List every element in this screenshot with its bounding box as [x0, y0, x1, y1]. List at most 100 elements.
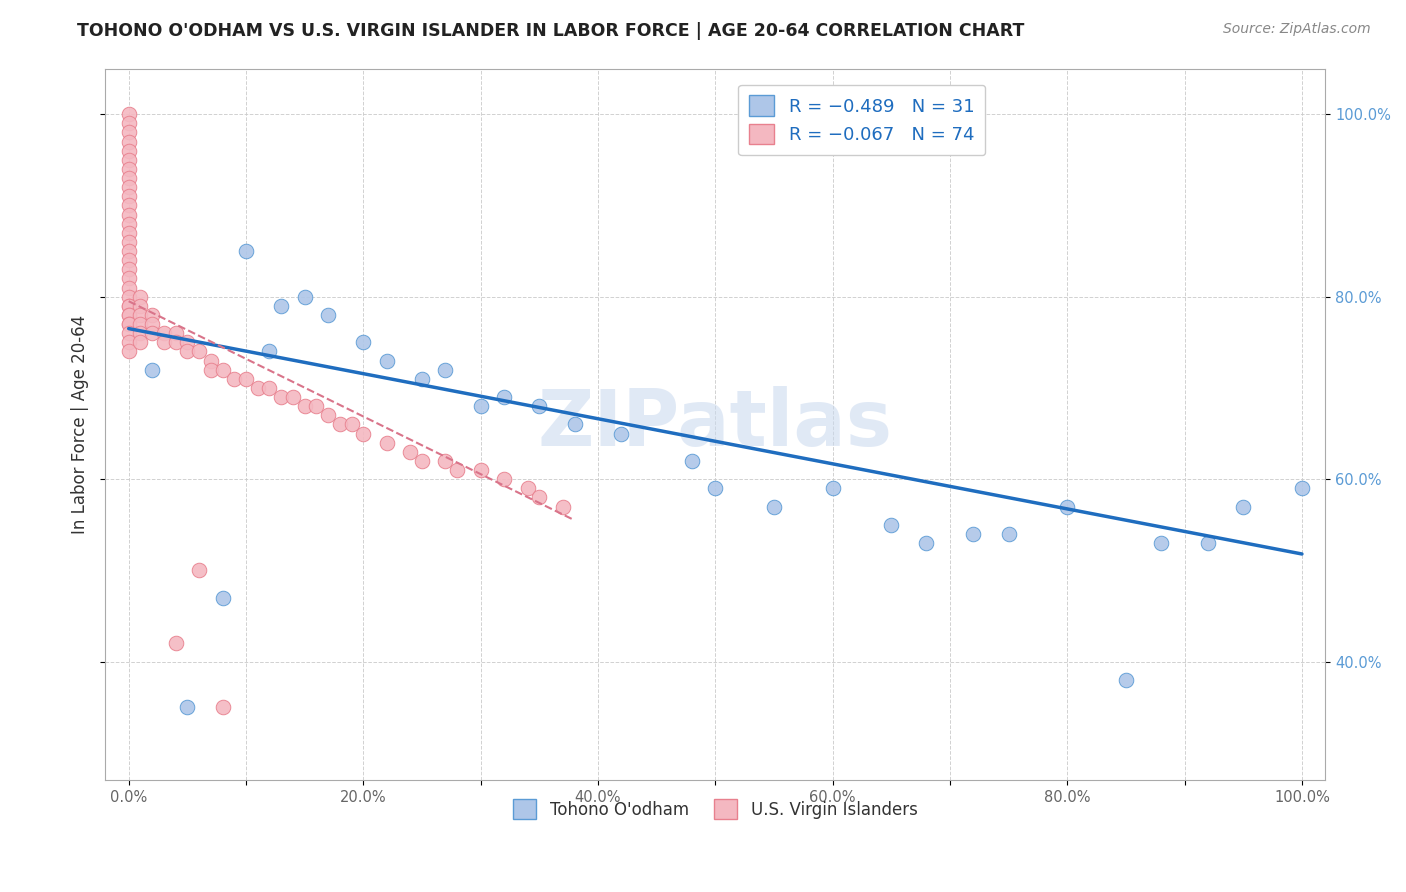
Point [165, 636, 187, 650]
Point [434, 454, 457, 468]
Point [281, 390, 304, 404]
Point [259, 344, 281, 359]
Point [118, 135, 141, 149]
Point [129, 308, 152, 322]
Legend: Tohono O'odham, U.S. Virgin Islanders: Tohono O'odham, U.S. Virgin Islanders [506, 793, 924, 825]
Point [340, 417, 363, 432]
Point [446, 463, 468, 477]
Point [118, 116, 141, 130]
Point [153, 326, 176, 340]
Point [118, 299, 141, 313]
Point [821, 481, 844, 495]
Point [962, 527, 984, 541]
Text: ZIPatlas: ZIPatlas [538, 386, 893, 462]
Point [494, 390, 516, 404]
Point [129, 335, 152, 350]
Point [118, 299, 141, 313]
Point [118, 180, 141, 194]
Point [211, 700, 233, 714]
Point [118, 317, 141, 331]
Point [118, 308, 141, 322]
Point [681, 454, 703, 468]
Point [129, 317, 152, 331]
Point [165, 326, 187, 340]
Point [1197, 536, 1219, 550]
Point [118, 198, 141, 212]
Point [141, 308, 163, 322]
Point [129, 290, 152, 304]
Point [399, 444, 422, 458]
Point [235, 372, 257, 386]
Point [176, 335, 198, 350]
Point [235, 244, 257, 258]
Point [762, 500, 785, 514]
Point [246, 381, 269, 395]
Point [411, 454, 433, 468]
Point [153, 335, 176, 350]
Point [118, 189, 141, 203]
Point [516, 481, 538, 495]
Point [118, 344, 141, 359]
Point [176, 344, 198, 359]
Point [118, 107, 141, 121]
Point [118, 290, 141, 304]
Point [529, 399, 551, 413]
Point [129, 326, 152, 340]
Point [118, 171, 141, 186]
Point [880, 517, 903, 532]
Point [118, 280, 141, 294]
Point [200, 362, 222, 376]
Point [529, 491, 551, 505]
Point [270, 299, 292, 313]
Point [329, 417, 352, 432]
Point [1115, 673, 1137, 687]
Point [294, 399, 316, 413]
Point [188, 344, 211, 359]
Point [1056, 500, 1078, 514]
Point [434, 362, 457, 376]
Point [118, 271, 141, 285]
Point [118, 308, 141, 322]
Point [129, 299, 152, 313]
Point [118, 153, 141, 167]
Point [211, 362, 233, 376]
Point [224, 372, 246, 386]
Point [141, 317, 163, 331]
Point [118, 335, 141, 350]
Point [564, 417, 586, 432]
Point [118, 253, 141, 268]
Point [470, 399, 492, 413]
Point [118, 208, 141, 222]
Point [915, 536, 938, 550]
Y-axis label: In Labor Force | Age 20-64: In Labor Force | Age 20-64 [72, 315, 89, 534]
Point [176, 700, 198, 714]
Point [141, 362, 163, 376]
Point [305, 399, 328, 413]
Point [118, 161, 141, 176]
Point [316, 308, 339, 322]
Point [352, 335, 374, 350]
Text: TOHONO O'ODHAM VS U.S. VIRGIN ISLANDER IN LABOR FORCE | AGE 20-64 CORRELATION CH: TOHONO O'ODHAM VS U.S. VIRGIN ISLANDER I… [77, 22, 1025, 40]
Point [118, 226, 141, 240]
Point [118, 235, 141, 249]
Point [997, 527, 1019, 541]
Point [375, 353, 398, 368]
Point [188, 563, 211, 577]
Point [118, 144, 141, 158]
Point [118, 317, 141, 331]
Point [470, 463, 492, 477]
Point [270, 390, 292, 404]
Point [1291, 481, 1313, 495]
Point [118, 262, 141, 277]
Point [141, 326, 163, 340]
Point [294, 290, 316, 304]
Point [118, 244, 141, 258]
Point [1150, 536, 1173, 550]
Point [316, 409, 339, 423]
Point [165, 335, 187, 350]
Point [610, 426, 633, 441]
Point [200, 353, 222, 368]
Point [352, 426, 374, 441]
Point [411, 372, 433, 386]
Point [494, 472, 516, 486]
